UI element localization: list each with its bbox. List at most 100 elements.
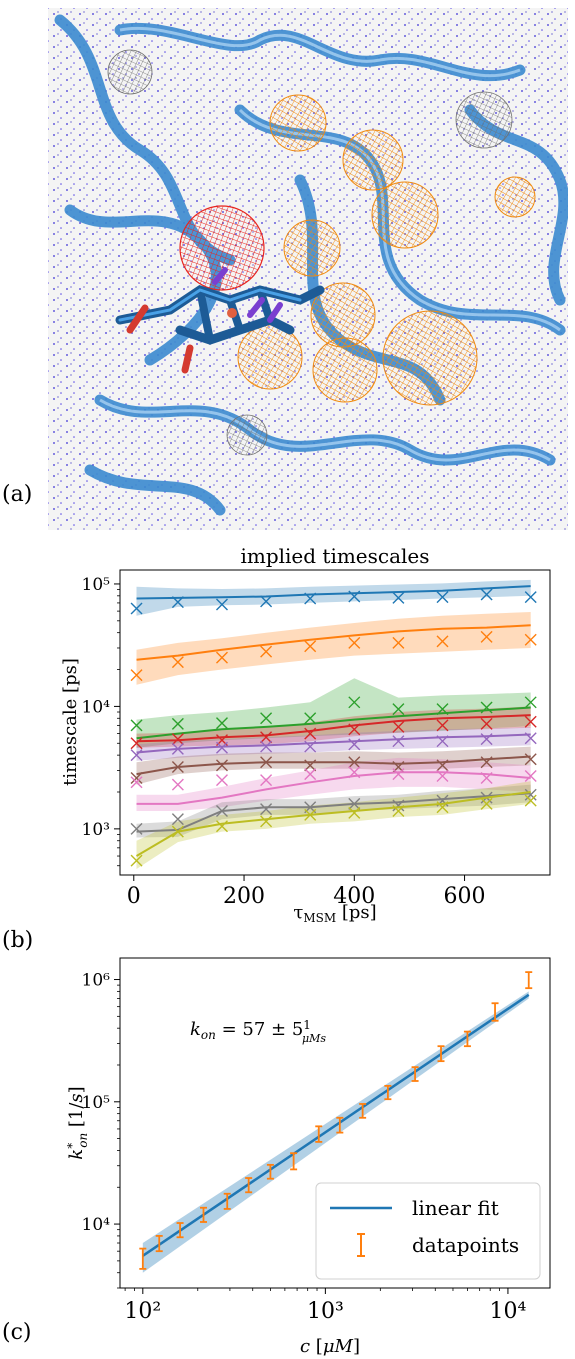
- timescale-marker: [392, 735, 405, 748]
- timescale-marker: [215, 651, 228, 664]
- timescale-marker: [348, 636, 361, 649]
- fit-band: [142, 991, 529, 1273]
- datapoint-errorbar: [525, 971, 533, 990]
- timescale-marker: [304, 727, 317, 740]
- timescale-marker: [480, 756, 493, 769]
- timescale-marker: [524, 715, 537, 728]
- timescale-marker: [480, 772, 493, 785]
- timescale-marker: [260, 815, 273, 828]
- timescale-band-7: [136, 757, 531, 811]
- timescale-marker: [130, 719, 143, 732]
- datapoint-errorbar: [384, 1084, 392, 1101]
- timescale-marker: [436, 735, 449, 748]
- timescale-marker: [392, 804, 405, 817]
- timescales-title: implied timescales: [240, 544, 429, 568]
- timescale-line-8: [136, 792, 531, 833]
- timescale-marker: [524, 633, 537, 646]
- timescale-marker: [392, 703, 405, 716]
- y-tick-label: 10⁴: [82, 1215, 111, 1235]
- timescale-marker: [348, 797, 361, 810]
- timescale-marker: [215, 741, 228, 754]
- kon-annotation: kon = 57 ± 51 μMs: [190, 1018, 326, 1045]
- timescale-marker: [304, 759, 317, 772]
- timescale-marker: [392, 720, 405, 733]
- timescale-line-9: [135, 791, 531, 857]
- legend-datapoints-swatch: [357, 1233, 365, 1257]
- timescale-marker: [348, 738, 361, 751]
- timescale-marker: [304, 768, 317, 781]
- timescale-marker: [215, 598, 228, 611]
- datapoint-errorbar: [336, 1116, 344, 1134]
- datapoint-errorbar: [266, 1163, 274, 1180]
- timescale-line-3: [136, 706, 531, 740]
- timescale-marker: [480, 630, 493, 643]
- panel-label-b: (b): [2, 928, 34, 953]
- timescale-line-7: [136, 771, 531, 805]
- timescale-marker: [260, 774, 273, 787]
- timescale-marker: [304, 740, 317, 753]
- datapoint-errorbar: [463, 1030, 471, 1048]
- timescale-marker: [260, 712, 273, 725]
- timescale-marker: [260, 731, 273, 744]
- datapoint-errorbar: [411, 1066, 419, 1082]
- timescale-band-3: [136, 678, 531, 748]
- timescale-marker: [260, 803, 273, 816]
- timescale-marker: [480, 588, 493, 601]
- datapoint-errorbar: [155, 1235, 163, 1253]
- datapoint-errorbar: [245, 1177, 253, 1194]
- timescale-marker: [171, 813, 184, 826]
- datapoint-errorbar: [359, 1103, 367, 1119]
- timescale-marker: [392, 636, 405, 649]
- y-tick-label: 10⁵: [82, 1093, 111, 1113]
- timescale-marker: [524, 770, 537, 783]
- timescales-ylabel: timescale [ps]: [60, 658, 81, 786]
- timescale-line-2: [136, 624, 531, 661]
- timescale-marker: [215, 774, 228, 787]
- timescale-marker: [480, 717, 493, 730]
- timescale-marker: [524, 591, 537, 604]
- timescale-marker: [480, 701, 493, 714]
- timescale-marker: [524, 788, 537, 801]
- timescale-marker: [348, 756, 361, 769]
- timescale-marker: [304, 640, 317, 653]
- timescale-marker: [304, 592, 317, 605]
- timescale-marker: [348, 766, 361, 779]
- timescale-marker: [260, 595, 273, 608]
- x-tick-label: 600: [444, 884, 486, 909]
- x-tick-label: 200: [223, 884, 265, 909]
- datapoint-errorbar: [176, 1222, 184, 1239]
- y-tick-label: 10⁴: [82, 697, 111, 717]
- timescale-marker: [215, 717, 228, 730]
- x-tick-label: 400: [333, 884, 375, 909]
- timescale-marker: [524, 696, 537, 709]
- timescale-marker: [436, 770, 449, 783]
- panel-label-a: (a): [2, 482, 33, 507]
- y-tick-label: 10⁶: [82, 971, 111, 991]
- timescale-marker: [130, 669, 143, 682]
- datapoint-errorbar: [315, 1125, 323, 1143]
- timescale-marker: [130, 602, 143, 615]
- timescale-marker: [171, 761, 184, 774]
- timescale-line-1: [136, 585, 531, 600]
- timescale-marker: [171, 825, 184, 838]
- timescale-marker: [130, 749, 143, 762]
- legend-fit-label: linear fit: [412, 1196, 499, 1220]
- timescale-line-4: [136, 714, 531, 743]
- timescale-marker: [171, 596, 184, 609]
- timescale-marker: [260, 756, 273, 769]
- timescale-band-1: [136, 579, 531, 616]
- timescale-marker: [130, 776, 143, 789]
- timescale-marker: [392, 591, 405, 604]
- timescale-marker: [436, 801, 449, 814]
- datapoint-errorbar: [290, 1152, 298, 1171]
- timescale-marker: [171, 717, 184, 730]
- legend-datapoints-label: datapoints: [412, 1233, 519, 1257]
- datapoint-errorbar: [223, 1192, 231, 1210]
- timescale-marker: [130, 737, 143, 750]
- timescale-marker: [348, 806, 361, 819]
- x-tick-label: 10³: [307, 1299, 344, 1324]
- timescale-marker: [436, 719, 449, 732]
- timescale-marker: [392, 768, 405, 781]
